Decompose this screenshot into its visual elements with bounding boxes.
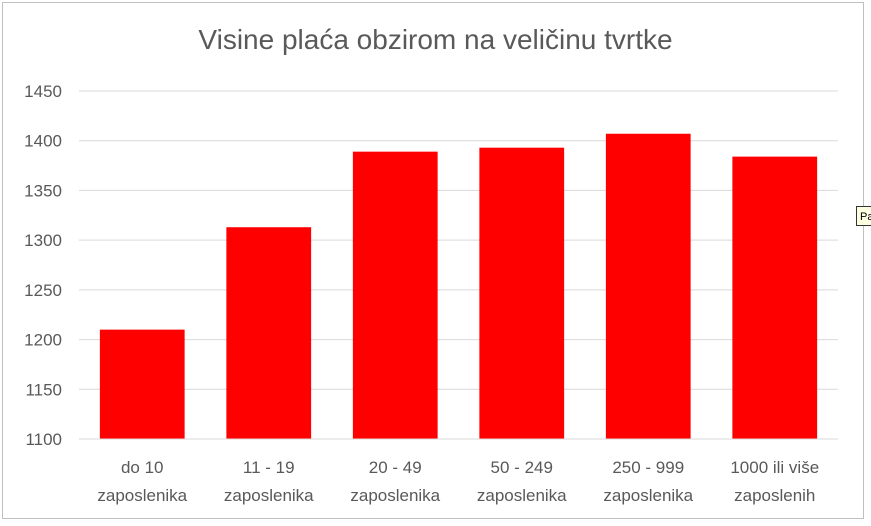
y-tick-label: 1450 [24, 82, 62, 101]
y-tick-label: 1250 [24, 281, 62, 300]
bar[interactable] [226, 227, 312, 439]
bar[interactable] [479, 147, 565, 439]
x-tick-label: 1000 ili više [730, 458, 819, 477]
y-tick-label: 1300 [24, 231, 62, 250]
bar[interactable] [732, 156, 818, 439]
tooltip: Pa [856, 206, 871, 226]
x-tick-label: zaposlenih [734, 486, 815, 505]
x-tick-label: 50 - 249 [491, 458, 553, 477]
x-tick-label: zaposlenika [603, 486, 693, 505]
x-tick-label: zaposlenika [477, 486, 567, 505]
x-tick-label: do 10 [121, 458, 164, 477]
x-tick-label: zaposlenika [224, 486, 314, 505]
y-tick-label: 1350 [24, 181, 62, 200]
y-tick-label: 1400 [24, 132, 62, 151]
y-tick-label: 1100 [25, 430, 62, 449]
x-tick-label: 20 - 49 [369, 458, 422, 477]
x-tick-label: 11 - 19 [243, 458, 295, 477]
y-tick-label: 1150 [25, 380, 62, 399]
x-tick-label: zaposlenika [350, 486, 440, 505]
bar[interactable] [352, 151, 438, 439]
y-tick-label: 1200 [24, 331, 62, 350]
bar[interactable] [99, 329, 185, 439]
x-tick-label: zaposlenika [97, 486, 187, 505]
bar[interactable] [605, 133, 691, 440]
x-tick-label: 250 - 999 [612, 458, 684, 477]
chart-title: Visine plaća obzirom na veličinu tvrtke [198, 24, 673, 55]
